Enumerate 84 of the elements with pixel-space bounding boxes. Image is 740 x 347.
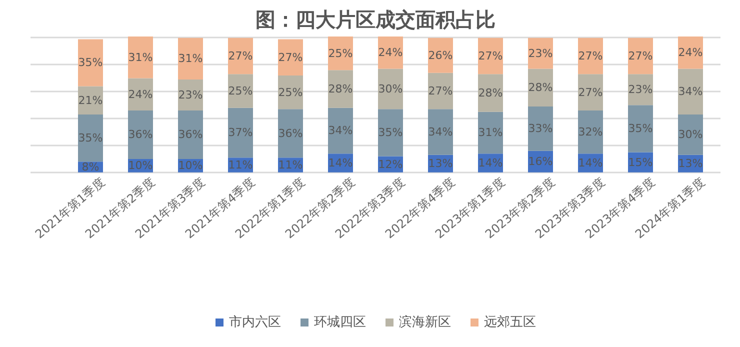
data-label: 26% — [428, 48, 453, 62]
data-label: 10% — [128, 159, 153, 172]
bar — [678, 68, 703, 115]
data-label: 36% — [128, 128, 153, 142]
data-label: 14% — [578, 156, 603, 170]
data-label: 27% — [278, 50, 303, 64]
bar — [228, 38, 253, 74]
bar — [478, 112, 503, 154]
data-label: 13% — [678, 157, 703, 170]
data-label: 27% — [228, 50, 253, 63]
data-label: 27% — [578, 86, 603, 99]
data-label: 28% — [478, 86, 503, 100]
data-label: 31% — [178, 52, 203, 66]
data-label: 15% — [628, 156, 653, 169]
bar — [78, 39, 103, 86]
data-label: 24% — [678, 46, 703, 60]
data-label: 10% — [178, 159, 203, 172]
data-label: 24% — [128, 88, 153, 101]
data-label: 31% — [128, 50, 153, 64]
chart-title: 图：四大片区成交面积占比 — [256, 8, 496, 32]
bar — [578, 38, 603, 74]
data-label: 33% — [528, 122, 553, 136]
data-label: 21% — [78, 94, 103, 107]
data-label: 32% — [578, 126, 603, 139]
legend-label: 远郊五区 — [484, 314, 536, 331]
data-label: 24% — [378, 46, 403, 60]
data-label: 27% — [578, 50, 603, 63]
data-label: 37% — [228, 126, 253, 140]
data-label: 23% — [528, 46, 553, 60]
data-label: 8% — [82, 160, 100, 174]
bar — [578, 74, 603, 111]
bar — [428, 72, 453, 110]
bar — [328, 70, 353, 108]
data-label: 35% — [628, 122, 653, 136]
bar — [78, 114, 103, 162]
bar — [428, 109, 453, 155]
bar — [128, 36, 153, 78]
bar — [528, 106, 553, 151]
data-label: 13% — [428, 157, 453, 170]
data-label: 31% — [478, 126, 503, 140]
bar — [228, 74, 253, 108]
data-label: 35% — [378, 126, 403, 140]
data-label: 25% — [328, 46, 353, 60]
bar — [678, 114, 703, 155]
data-label: 27% — [628, 50, 653, 63]
data-label: 23% — [628, 83, 653, 96]
data-label: 36% — [178, 128, 203, 142]
bar — [228, 108, 253, 158]
data-label: 34% — [428, 126, 453, 139]
data-label: 28% — [528, 81, 553, 94]
data-label: 35% — [78, 132, 103, 145]
data-label: 30% — [678, 128, 703, 142]
bar — [328, 108, 353, 154]
data-label: 30% — [378, 82, 403, 96]
bar — [478, 38, 503, 74]
bar — [278, 39, 303, 76]
data-label: 27% — [428, 84, 453, 98]
data-label: 27% — [478, 50, 503, 63]
data-label: 23% — [178, 88, 203, 102]
data-label: 12% — [378, 158, 403, 171]
bar — [178, 38, 203, 80]
data-label: 16% — [528, 155, 553, 168]
bar — [378, 109, 403, 156]
bar — [178, 110, 203, 159]
bar — [578, 110, 603, 154]
legend-label: 环城四区 — [314, 314, 366, 331]
bar — [278, 109, 303, 158]
data-label: 11% — [278, 158, 303, 172]
data-label: 25% — [228, 84, 253, 98]
bar — [628, 105, 653, 152]
data-label: 35% — [78, 56, 103, 70]
legend-label: 市内六区 — [229, 314, 281, 331]
bar — [628, 38, 653, 74]
data-label: 34% — [328, 124, 353, 138]
data-label: 14% — [478, 156, 503, 170]
data-label: 11% — [228, 158, 253, 172]
data-label: 14% — [328, 156, 353, 170]
legend-label: 滨海新区 — [399, 314, 451, 331]
data-label: 36% — [278, 126, 303, 140]
bar — [478, 74, 503, 112]
data-label: 25% — [278, 86, 303, 99]
bar — [128, 110, 153, 159]
data-label: 28% — [328, 82, 353, 96]
data-label: 34% — [678, 85, 703, 98]
